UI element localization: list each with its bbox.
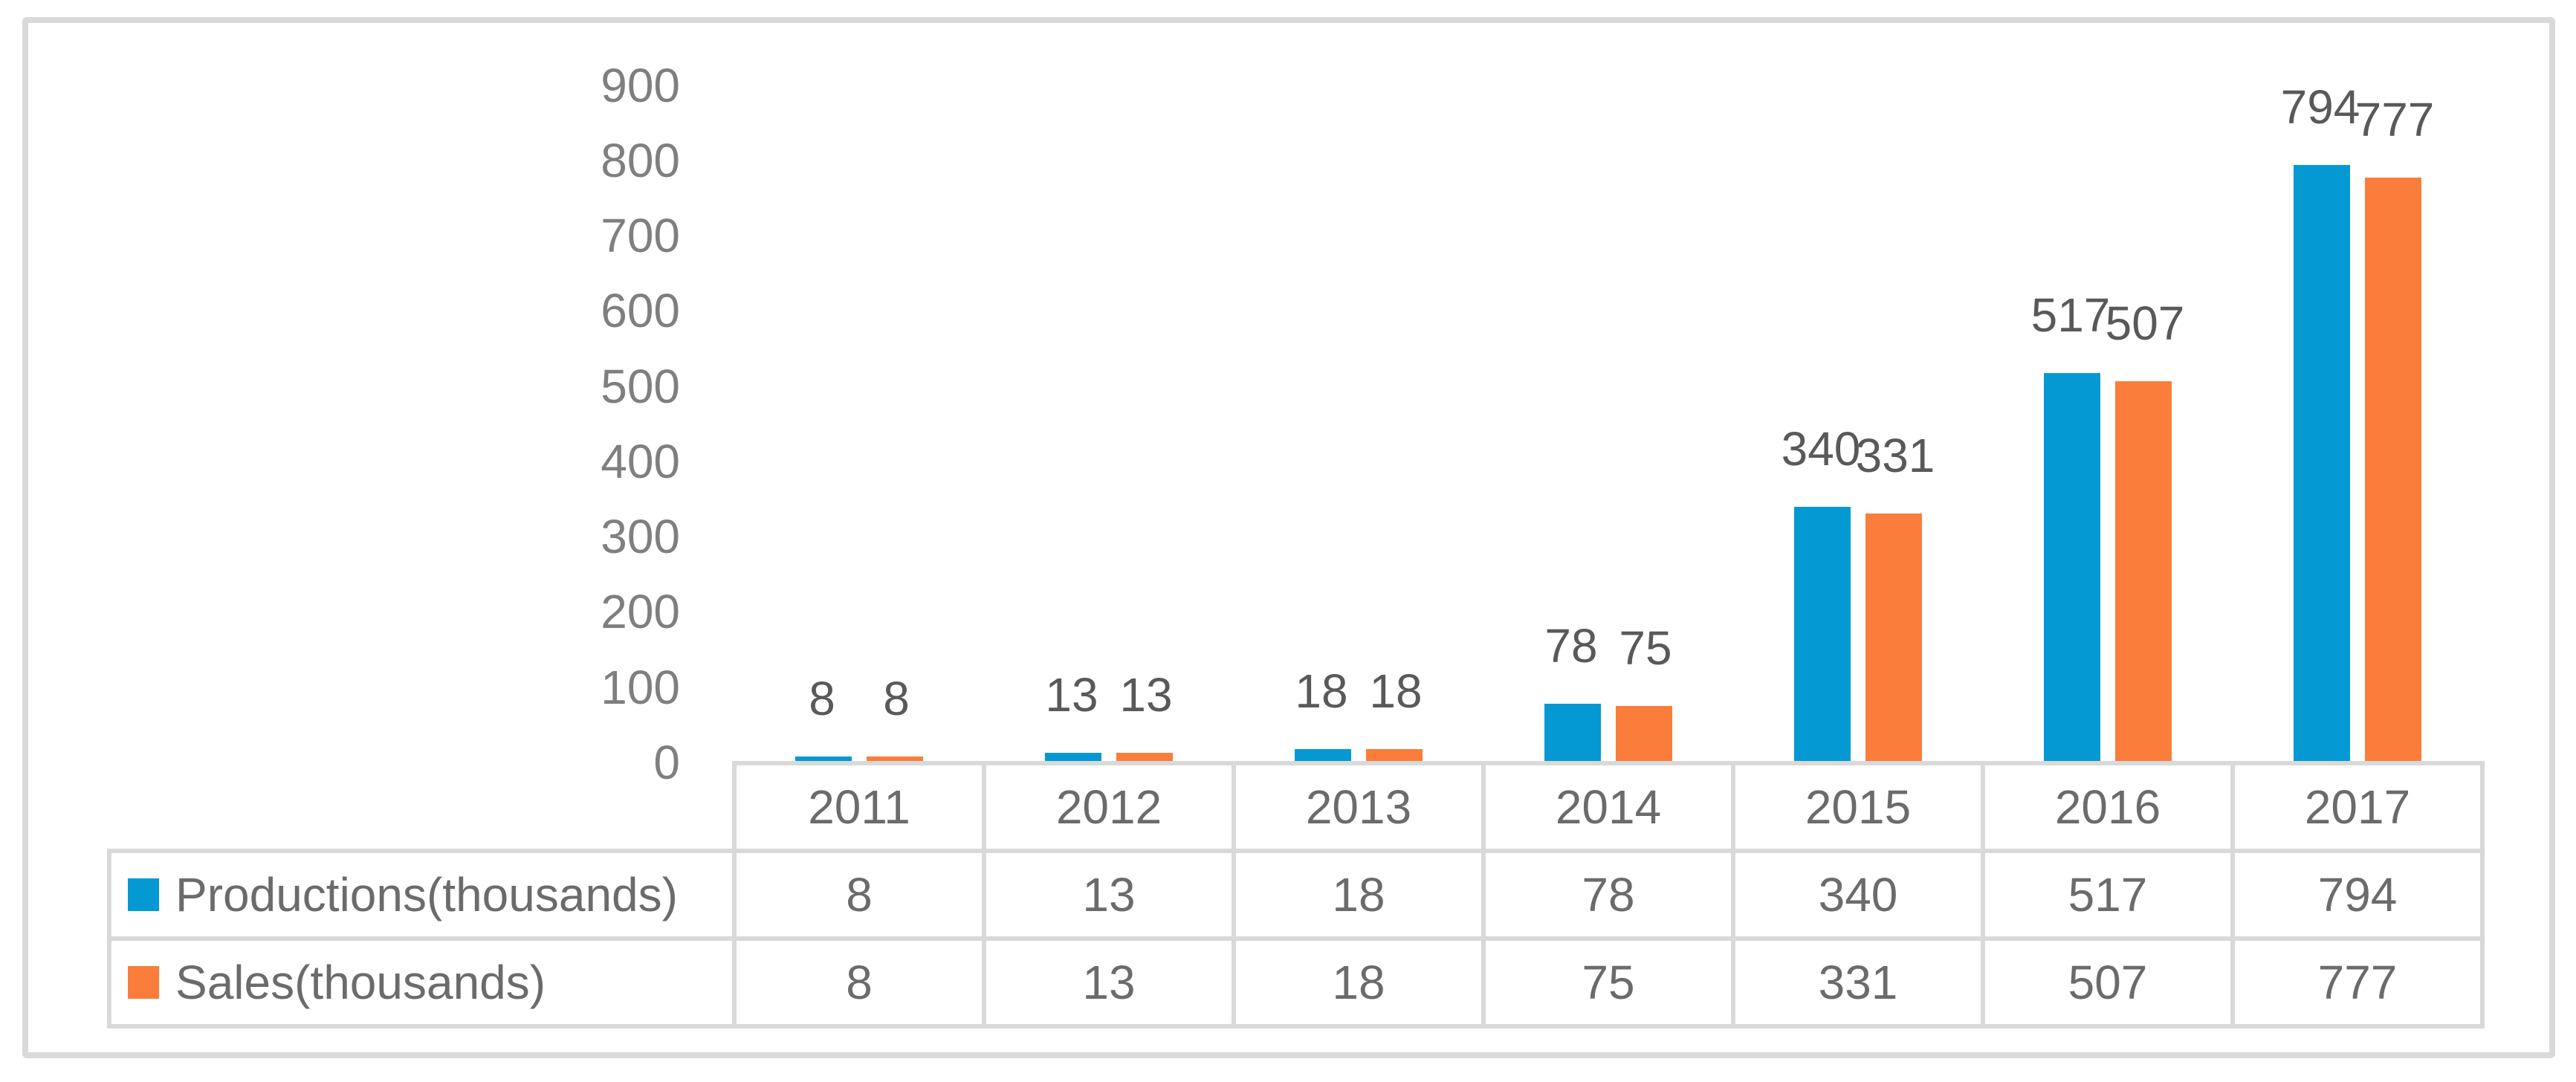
- table-value-productions-thousands-2017: 794: [2235, 853, 2480, 936]
- year-header-cell-2011: 2011: [737, 765, 982, 849]
- bar-sales-thousands-2011: [867, 756, 923, 762]
- bar-sales-thousands-2014: [1616, 706, 1672, 762]
- table-value-sales-thousands-2014: 75: [1486, 941, 1731, 1024]
- data-label-productions-thousands-2012: 13: [1045, 667, 1098, 722]
- table-value-productions-thousands-2013: 18: [1236, 853, 1481, 936]
- bar-sales-thousands-2015: [1865, 513, 1922, 762]
- data-label-productions-thousands-2015: 340: [1781, 421, 1861, 476]
- y-axis-tick-label: 900: [601, 58, 680, 112]
- y-axis-tick-label: 200: [601, 585, 680, 639]
- legend-key-productions-thousands: [128, 878, 159, 911]
- bar-sales-thousands-2013: [1366, 748, 1423, 762]
- legend-label: Sales(thousands): [175, 956, 546, 1009]
- data-label-productions-thousands-2016: 517: [2030, 288, 2111, 343]
- table-value-sales-thousands-2017: 777: [2235, 941, 2480, 1024]
- year-header-cell-2016: 2016: [1985, 765, 2230, 849]
- y-axis-tick-label: 800: [601, 133, 680, 187]
- bar-productions-thousands-2013: [1295, 748, 1351, 762]
- bar-sales-thousands-2016: [2115, 380, 2172, 762]
- legend-row-sales-thousands: Sales(thousands): [111, 941, 732, 1024]
- y-axis-tick-label: 600: [601, 284, 680, 338]
- legend-row-productions-thousands: Productions(thousands): [111, 853, 732, 936]
- table-value-productions-thousands-2014: 78: [1486, 853, 1731, 936]
- table-value-sales-thousands-2012: 13: [986, 941, 1232, 1024]
- data-label-productions-thousands-2014: 78: [1544, 619, 1598, 673]
- table-value-sales-thousands-2015: 331: [1735, 941, 1981, 1024]
- data-label-sales-thousands-2016: 507: [2105, 296, 2185, 350]
- year-header-cell-2014: 2014: [1486, 765, 1731, 849]
- table-value-productions-thousands-2012: 13: [986, 853, 1232, 936]
- data-label-sales-thousands-2012: 13: [1119, 667, 1173, 722]
- legend-label: Productions(thousands): [175, 868, 678, 921]
- table-value-productions-thousands-2015: 340: [1735, 853, 1981, 936]
- data-label-sales-thousands-2015: 331: [1855, 428, 1935, 482]
- bar-productions-thousands-2015: [1794, 506, 1851, 762]
- data-label-sales-thousands-2013: 18: [1369, 664, 1423, 718]
- year-header-cell-2012: 2012: [986, 765, 1232, 849]
- y-axis-tick-label: 100: [601, 660, 680, 714]
- y-axis-tick-label: 400: [601, 434, 680, 488]
- data-label-sales-thousands-2017: 777: [2355, 93, 2435, 147]
- table-value-productions-thousands-2011: 8: [737, 853, 982, 936]
- y-axis-tick-label: 0: [653, 736, 680, 789]
- table-value-sales-thousands-2011: 8: [737, 941, 982, 1024]
- legend-column: Productions(thousands) Sales(thousands): [107, 849, 737, 1028]
- data-table: 2011 2012 2013 2014 2015 2016 2017 8 13 18 78 340 51…: [732, 761, 2485, 1028]
- chart-frame: [22, 17, 2555, 1058]
- data-label-sales-thousands-2011: 8: [883, 671, 910, 725]
- bar-sales-thousands-2017: [2365, 178, 2421, 762]
- table-value-productions-thousands-2016: 517: [1985, 853, 2230, 936]
- bar-productions-thousands-2017: [2294, 164, 2350, 762]
- year-header-cell-2017: 2017: [2235, 765, 2480, 849]
- table-value-sales-thousands-2013: 18: [1236, 941, 1481, 1024]
- bar-sales-thousands-2012: [1116, 752, 1173, 762]
- data-label-productions-thousands-2017: 794: [2280, 80, 2360, 134]
- data-label-productions-thousands-2011: 8: [809, 671, 835, 725]
- table-value-sales-thousands-2016: 507: [1985, 941, 2230, 1024]
- year-header-cell-2013: 2013: [1236, 765, 1481, 849]
- bar-productions-thousands-2011: [795, 756, 852, 762]
- bar-productions-thousands-2012: [1045, 752, 1101, 762]
- legend-key-sales-thousands: [128, 966, 159, 999]
- bar-productions-thousands-2014: [1544, 704, 1601, 762]
- y-axis-tick-label: 300: [601, 510, 680, 564]
- data-label-productions-thousands-2013: 18: [1295, 664, 1348, 718]
- bar-productions-thousands-2016: [2044, 373, 2100, 762]
- year-header-cell-2015: 2015: [1735, 765, 1981, 849]
- y-axis-tick-label: 700: [601, 209, 680, 263]
- data-label-sales-thousands-2014: 75: [1619, 621, 1672, 676]
- y-axis-tick-label: 500: [601, 359, 680, 413]
